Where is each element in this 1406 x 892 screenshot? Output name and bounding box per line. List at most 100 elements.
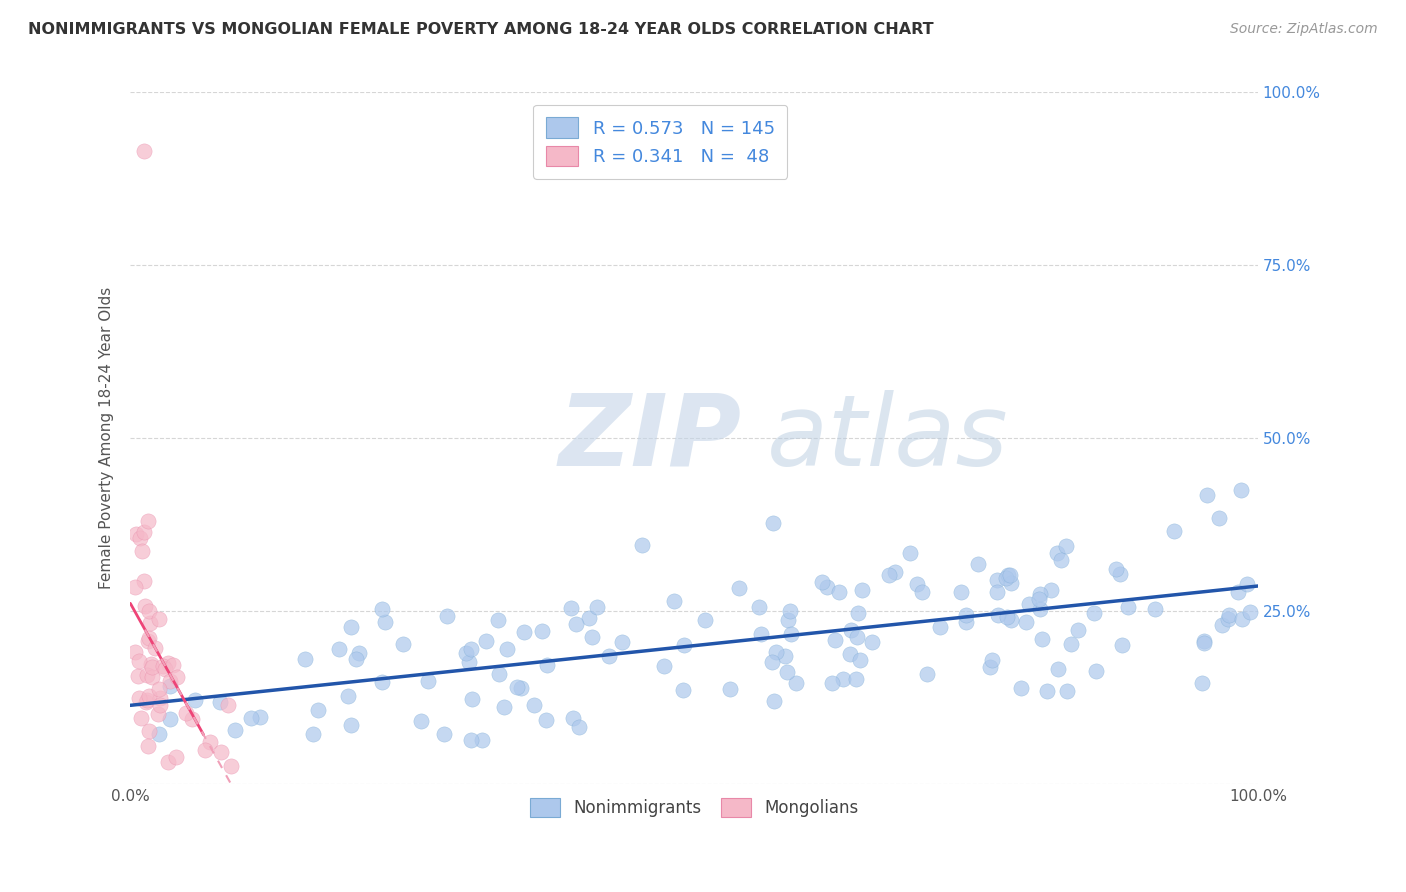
Point [371, 602, 394, 616]
Point [307, 703, 329, 717]
Point [955, 615, 977, 630]
Point [779, 604, 801, 618]
Point [1067, 624, 1090, 638]
Point [416, 673, 439, 688]
Point [159, 679, 181, 693]
Point [134, 574, 156, 589]
Point [763, 693, 786, 707]
Point [157, 656, 180, 670]
Point [149, 698, 172, 712]
Point [980, 653, 1002, 667]
Point [845, 630, 868, 644]
Point [224, 723, 246, 738]
Point [159, 712, 181, 726]
Point [135, 695, 157, 709]
Legend: Nonimmigrants, Mongolians: Nonimmigrants, Mongolians [523, 791, 865, 824]
Point [662, 594, 685, 608]
Point [141, 670, 163, 684]
Point [336, 690, 359, 704]
Point [523, 698, 546, 713]
Point [349, 646, 371, 660]
Point [138, 690, 160, 704]
Point [673, 638, 696, 652]
Point [1227, 584, 1250, 599]
Y-axis label: Female Poverty Among 18-24 Year Olds: Female Poverty Among 18-24 Year Olds [100, 287, 114, 590]
Point [340, 619, 363, 633]
Point [1029, 587, 1052, 601]
Point [845, 673, 868, 687]
Point [194, 743, 217, 757]
Point [1000, 613, 1022, 627]
Point [155, 662, 177, 676]
Point [1083, 606, 1105, 620]
Point [693, 613, 716, 627]
Point [461, 691, 484, 706]
Point [1105, 562, 1128, 576]
Point [776, 665, 799, 679]
Point [1054, 540, 1077, 554]
Point [148, 681, 170, 696]
Point [1029, 601, 1052, 615]
Point [672, 682, 695, 697]
Point [1236, 577, 1258, 591]
Point [159, 674, 181, 689]
Point [564, 616, 586, 631]
Point [328, 641, 350, 656]
Point [148, 727, 170, 741]
Point [219, 759, 242, 773]
Point [1046, 546, 1069, 560]
Point [1060, 637, 1083, 651]
Point [560, 601, 582, 615]
Text: ZIP: ZIP [558, 390, 742, 486]
Point [631, 538, 654, 552]
Point [849, 653, 872, 667]
Point [1195, 488, 1218, 502]
Point [578, 611, 600, 625]
Point [492, 700, 515, 714]
Point [509, 681, 531, 695]
Point [1216, 612, 1239, 626]
Point [1018, 597, 1040, 611]
Point [987, 608, 1010, 623]
Point [773, 648, 796, 663]
Point [911, 584, 934, 599]
Point [1191, 676, 1213, 690]
Point [967, 557, 990, 571]
Point [1230, 483, 1253, 497]
Point [1143, 602, 1166, 616]
Point [436, 609, 458, 624]
Point [217, 698, 239, 712]
Point [301, 727, 323, 741]
Point [127, 668, 149, 682]
Point [610, 635, 633, 649]
Point [136, 633, 159, 648]
Point [136, 739, 159, 754]
Point [132, 524, 155, 539]
Point [1211, 617, 1233, 632]
Point [209, 695, 232, 709]
Point [1192, 636, 1215, 650]
Point [1163, 524, 1185, 538]
Point [828, 585, 851, 599]
Point [486, 613, 509, 627]
Point [530, 624, 553, 639]
Point [907, 576, 929, 591]
Point [496, 642, 519, 657]
Point [950, 585, 973, 599]
Point [294, 652, 316, 666]
Text: atlas: atlas [768, 390, 1010, 486]
Point [391, 637, 413, 651]
Point [136, 668, 159, 682]
Point [374, 615, 396, 630]
Point [955, 608, 977, 623]
Point [851, 583, 873, 598]
Point [471, 733, 494, 747]
Point [998, 568, 1021, 582]
Point [1015, 615, 1038, 629]
Point [776, 613, 799, 627]
Point [1046, 662, 1069, 676]
Point [1056, 684, 1078, 698]
Point [877, 567, 900, 582]
Point [456, 646, 478, 660]
Point [995, 609, 1018, 624]
